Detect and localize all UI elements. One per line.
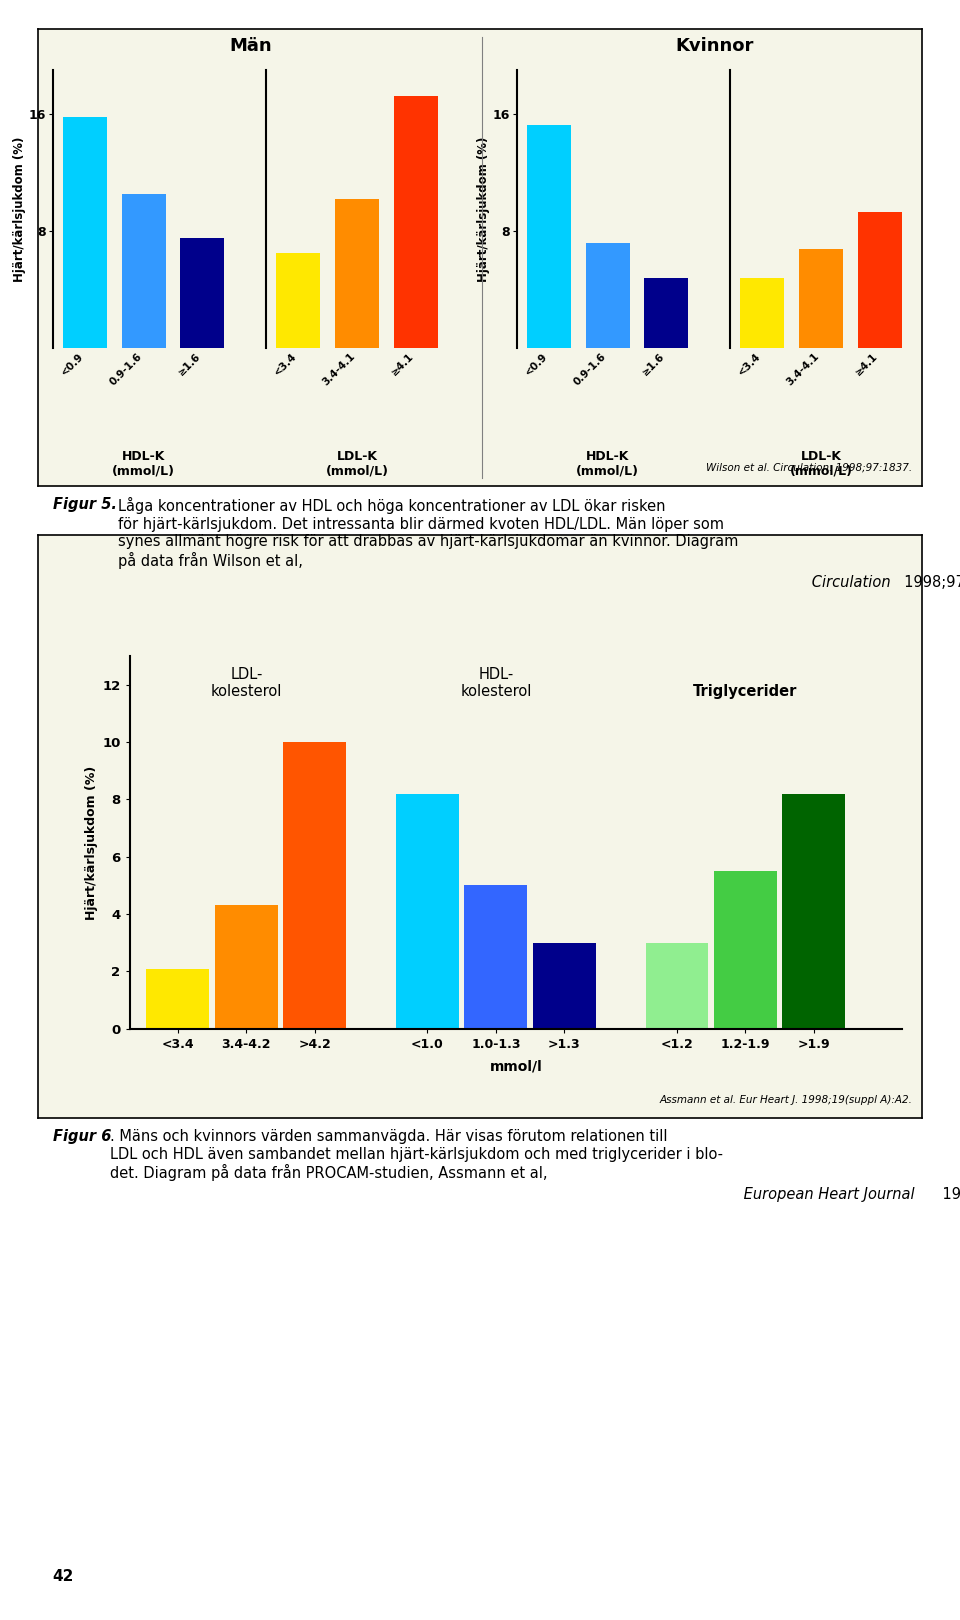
Text: 1998;97;1837-1847.: 1998;97;1837-1847. (118, 575, 960, 590)
Bar (180, 238, 225, 348)
Text: 1998;19(suppl A):A2-11.: 1998;19(suppl A):A2-11. (110, 1187, 960, 1202)
Bar (644, 279, 688, 348)
Text: HDL-K
(mmol/L): HDL-K (mmol/L) (112, 450, 176, 478)
Text: Triglycerider: Triglycerider (693, 684, 798, 700)
Bar (799, 248, 843, 348)
Text: HDL-K
(mmol/L): HDL-K (mmol/L) (576, 450, 639, 478)
Bar (533, 943, 596, 1029)
Bar (527, 125, 571, 348)
Text: LDL-K
(mmol/L): LDL-K (mmol/L) (325, 450, 389, 478)
Text: Wilson et al. Circulation. 1998;97:1837.: Wilson et al. Circulation. 1998;97:1837. (706, 463, 912, 473)
Text: Låga koncentrationer av HDL och höga koncentrationer av LDL ökar risken
för hjär: Låga koncentrationer av HDL och höga kon… (118, 497, 738, 569)
Bar (465, 886, 527, 1029)
Text: 42: 42 (53, 1570, 74, 1584)
Y-axis label: Hjärt/kärlsjukdom (%): Hjärt/kärlsjukdom (%) (85, 765, 98, 920)
Y-axis label: Hjärt/kärlsjukdom (%): Hjärt/kärlsjukdom (%) (477, 136, 490, 282)
Text: Assmann et al. Eur Heart J. 1998;19(suppl A):A2.: Assmann et al. Eur Heart J. 1998;19(supp… (660, 1095, 912, 1105)
Bar (740, 279, 784, 348)
Bar (396, 794, 459, 1029)
Bar (714, 872, 777, 1029)
Text: . Mäns och kvinnors värden sammanvägda. Här visas förutom relationen till
LDL oc: . Mäns och kvinnors värden sammanvägda. … (110, 1129, 724, 1181)
Y-axis label: Hjärt/kärlsjukdom (%): Hjärt/kärlsjukdom (%) (12, 136, 26, 282)
Text: LDL-K
(mmol/L): LDL-K (mmol/L) (789, 450, 852, 478)
Text: Figur 6: Figur 6 (53, 1129, 111, 1144)
Text: Circulation: Circulation (118, 575, 891, 590)
Bar (276, 253, 321, 348)
Text: LDL-
kolesterol: LDL- kolesterol (210, 667, 282, 700)
Bar (147, 969, 209, 1029)
Bar (394, 96, 438, 348)
Text: HDL-
kolesterol: HDL- kolesterol (460, 667, 532, 700)
Bar (63, 117, 108, 348)
Text: Figur 5.: Figur 5. (53, 497, 117, 512)
Bar (283, 742, 347, 1029)
Bar (586, 243, 630, 348)
Bar (215, 906, 277, 1029)
Bar (335, 199, 379, 348)
Bar (645, 943, 708, 1029)
Text: Män: Män (229, 37, 272, 55)
X-axis label: mmol/l: mmol/l (490, 1059, 542, 1072)
Text: Kvinnor: Kvinnor (675, 37, 754, 55)
Bar (857, 212, 901, 348)
Bar (782, 794, 846, 1029)
Bar (122, 194, 166, 348)
Text: European Heart Journal: European Heart Journal (110, 1187, 915, 1202)
